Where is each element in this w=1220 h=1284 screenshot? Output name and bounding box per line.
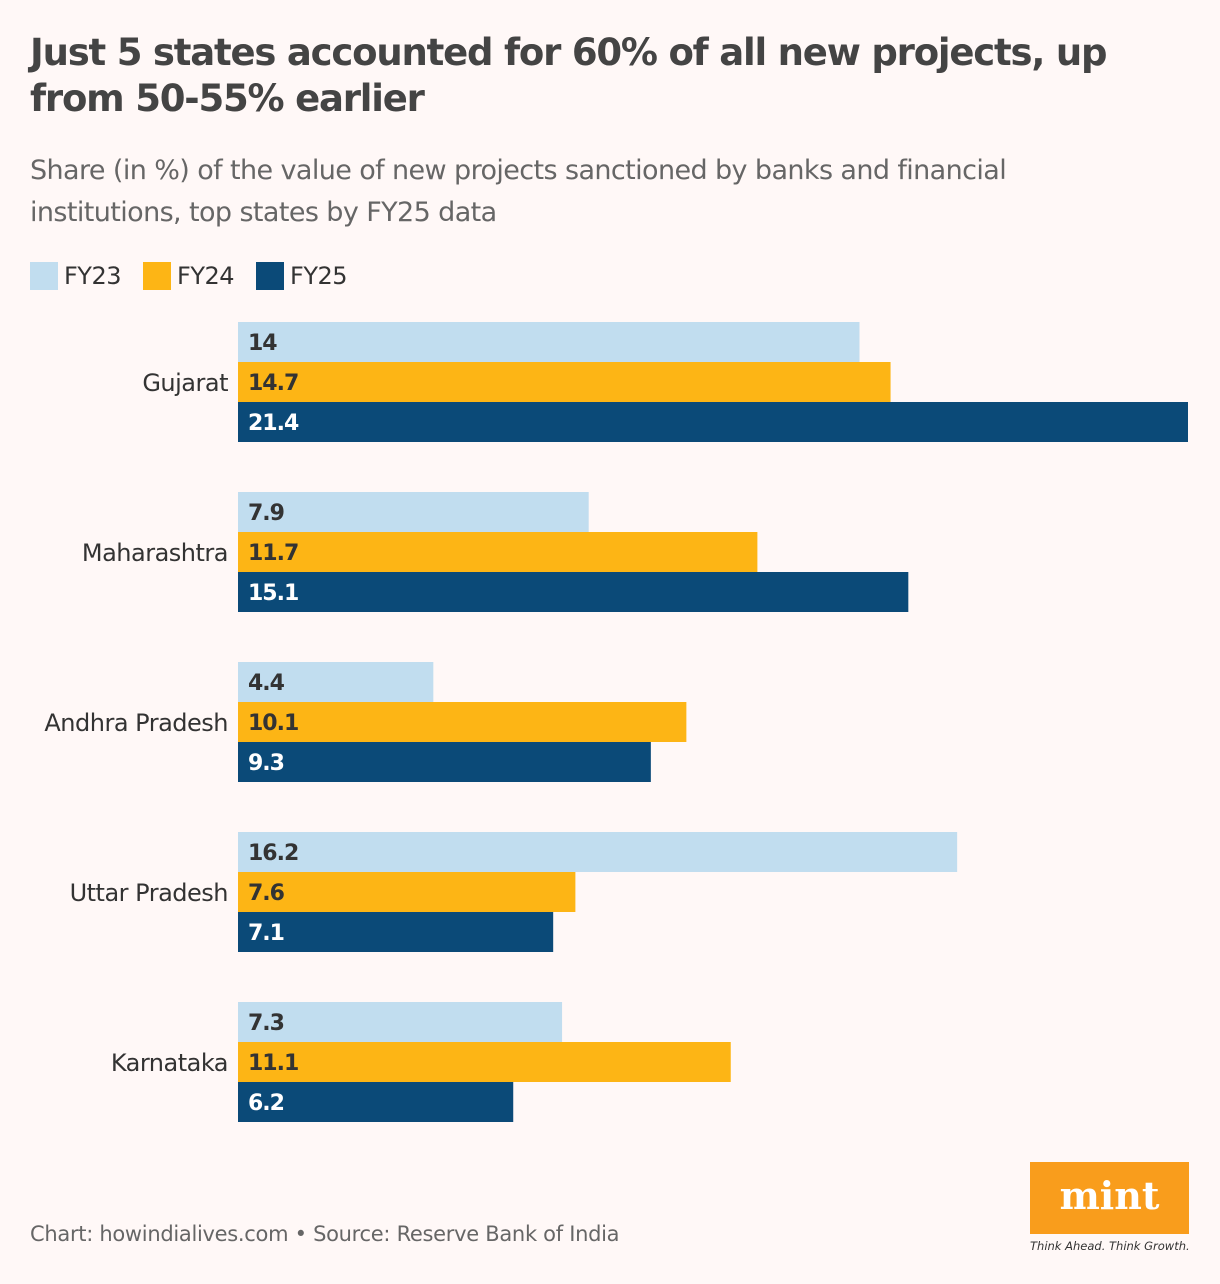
data-label: 7.3: [248, 1011, 284, 1036]
bar-fy23: [238, 832, 958, 872]
category-label: Maharashtra: [82, 539, 228, 567]
data-label: 10.1: [248, 711, 298, 736]
category-label: Karnataka: [111, 1049, 228, 1077]
bar-fy25: [238, 1082, 514, 1122]
bar-fy23: [238, 1002, 563, 1042]
data-label: 9.3: [248, 751, 284, 776]
logo-tagline: Think Ahead. Think Growth.: [1030, 1239, 1190, 1253]
data-label: 15.1: [248, 581, 298, 606]
category-label: Uttar Pradesh: [70, 879, 228, 907]
data-label: 4.4: [248, 671, 285, 696]
mint-logo: mint: [1030, 1162, 1189, 1234]
legend-label: FY24: [177, 262, 235, 290]
source-credit: Chart: howindialives.com • Source: Reser…: [30, 1222, 620, 1246]
bar-fy23: [238, 492, 589, 532]
bar-fy24: [238, 1042, 731, 1082]
data-label: 21.4: [248, 411, 299, 436]
data-label: 16.2: [248, 841, 298, 866]
legend: FY23 FY24 FY25: [30, 262, 348, 290]
data-label: 7.9: [248, 501, 284, 526]
chart-subtitle: Share (in %) of the value of new project…: [30, 155, 1007, 228]
legend-swatch: [256, 262, 285, 290]
legend-item-fy25: FY25: [256, 262, 348, 290]
data-label: 14.7: [248, 371, 298, 396]
legend-swatch: [143, 262, 172, 290]
category-label: Andhra Pradesh: [44, 709, 228, 737]
legend-item-fy24: FY24: [143, 262, 235, 290]
data-label: 6.2: [248, 1091, 284, 1116]
bar-fy23: [238, 322, 860, 362]
bar-fy25: [238, 742, 651, 782]
bar-fy24: [238, 532, 758, 572]
bar-fy25: [238, 572, 909, 612]
bar-fy25: [238, 912, 554, 952]
bar-fy23: [238, 662, 434, 702]
bar-fy24: [238, 362, 891, 402]
legend-label: FY23: [64, 262, 122, 290]
bar-fy24: [238, 872, 576, 912]
category-label: Gujarat: [142, 369, 228, 397]
bar-fy25: [238, 402, 1188, 442]
bar-fy24: [238, 702, 687, 742]
legend-item-fy23: FY23: [30, 262, 122, 290]
data-label: 7.1: [248, 921, 284, 946]
data-label: 11.7: [248, 541, 298, 566]
data-label: 7.6: [248, 881, 285, 906]
data-label: 14: [248, 331, 277, 356]
chart-title: Just 5 states accounted for 60% of all n…: [30, 31, 1108, 120]
legend-label: FY25: [290, 262, 348, 290]
data-label: 11.1: [248, 1051, 298, 1076]
legend-swatch: [30, 262, 58, 290]
